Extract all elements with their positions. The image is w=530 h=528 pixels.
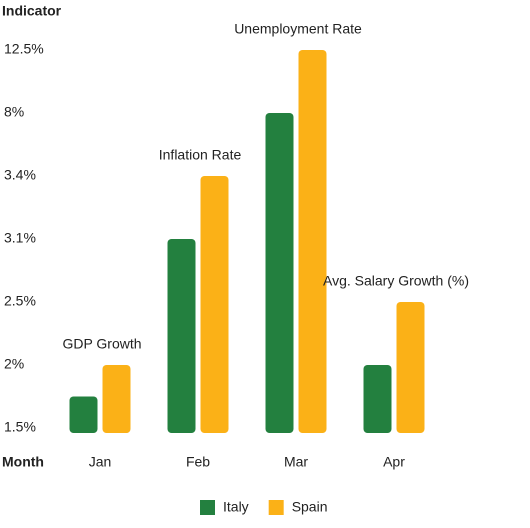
bar: [69, 396, 98, 433]
x-axis-title: Month: [2, 454, 44, 470]
annotation: GDP Growth: [62, 336, 141, 352]
bar: [102, 365, 131, 433]
annotation: Avg. Salary Growth (%): [323, 273, 469, 289]
bar: [200, 176, 229, 433]
y-tick-label: 2%: [4, 356, 24, 372]
x-tick-label: Mar: [284, 454, 308, 470]
legend-swatch: [268, 500, 284, 515]
bar: [167, 239, 196, 433]
annotation: Unemployment Rate: [234, 21, 362, 37]
y-tick-label: 2.5%: [4, 293, 36, 309]
annotation: Inflation Rate: [159, 147, 242, 163]
x-tick-label: Apr: [383, 454, 405, 470]
x-tick-label: Feb: [186, 454, 210, 470]
bar: [363, 365, 392, 433]
bar: [396, 302, 425, 433]
y-axis-title: Indicator: [2, 3, 62, 19]
y-tick-label: 3.1%: [4, 230, 36, 246]
x-tick-label: Jan: [89, 454, 112, 470]
y-tick-label: 3.4%: [4, 167, 36, 183]
y-tick-label: 12.5%: [4, 41, 44, 57]
legend-swatch: [200, 500, 215, 515]
y-tick-label: 8%: [4, 104, 24, 120]
bar: [298, 50, 327, 433]
y-tick-label: 1.5%: [4, 419, 36, 435]
legend-label: Italy: [223, 499, 249, 515]
legend-label: Spain: [292, 499, 328, 515]
bar: [265, 113, 294, 433]
